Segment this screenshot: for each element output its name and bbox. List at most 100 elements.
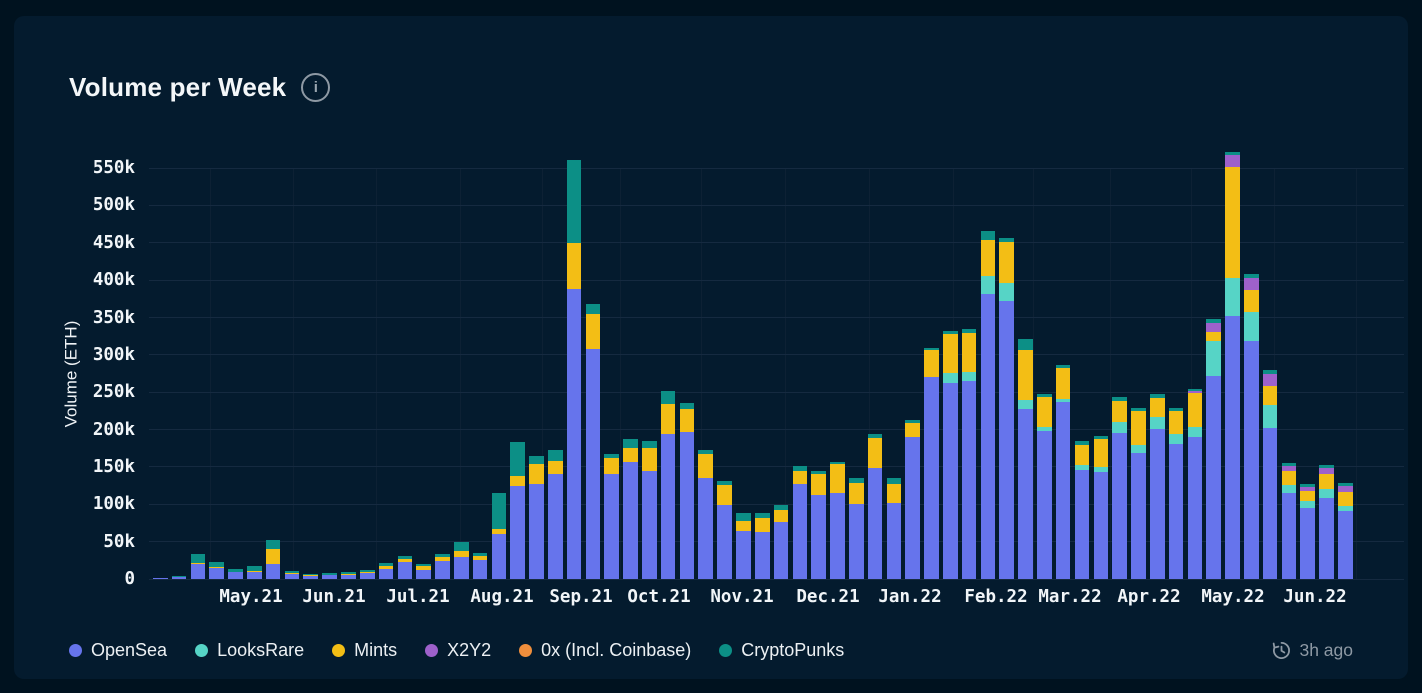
- bar-week-25[interactable]: [604, 454, 620, 579]
- bar-segment-mints: [228, 571, 243, 573]
- bar-segment-cryptopunks: [1168, 407, 1184, 411]
- bar-segment-mints: [1149, 398, 1165, 417]
- bar-week-56[interactable]: [1187, 389, 1203, 579]
- bar-week-59[interactable]: [1243, 274, 1259, 579]
- bar-week-19[interactable]: [491, 493, 507, 579]
- bar-week-38[interactable]: [848, 478, 864, 579]
- bar-week-5[interactable]: [228, 568, 243, 579]
- bar-week-15[interactable]: [416, 564, 431, 579]
- bar-week-24[interactable]: [585, 304, 601, 579]
- bar-week-61[interactable]: [1281, 463, 1297, 579]
- bar-week-1[interactable]: [153, 577, 168, 579]
- bar-week-20[interactable]: [510, 442, 525, 579]
- bar-week-53[interactable]: [1131, 407, 1146, 579]
- bar-week-28[interactable]: [660, 390, 676, 579]
- bar-week-12[interactable]: [359, 569, 375, 579]
- bar-week-29[interactable]: [679, 402, 695, 579]
- bar-week-21[interactable]: [529, 456, 544, 579]
- bar-week-51[interactable]: [1093, 435, 1109, 579]
- bar-segment-looksrare: [1243, 312, 1259, 342]
- bar-week-17[interactable]: [453, 542, 469, 579]
- plot-area: 0 50k 100k 150k 200k 250k 300k 350k 400k 450k 500k…: [93, 151, 1404, 607]
- bar-week-26[interactable]: [623, 439, 638, 579]
- legend-item-x2y2[interactable]: X2Y2: [425, 640, 491, 661]
- bar-week-39[interactable]: [867, 434, 883, 579]
- bar-segment-opensea: [623, 462, 638, 579]
- bar-week-36[interactable]: [811, 471, 826, 579]
- bar-week-47[interactable]: [1018, 339, 1033, 579]
- bar-week-55[interactable]: [1168, 407, 1184, 579]
- bar-segment-mints: [472, 555, 488, 561]
- bar-week-46[interactable]: [999, 237, 1015, 579]
- bar-segment-looksrare: [1338, 505, 1353, 511]
- bar-week-45[interactable]: [980, 230, 996, 579]
- bar-week-50[interactable]: [1074, 440, 1090, 579]
- bar-week-27[interactable]: [642, 440, 657, 579]
- legend-dot-opensea: [69, 643, 82, 657]
- bar-segment-looksrare: [1281, 484, 1297, 494]
- bar-week-11[interactable]: [341, 571, 356, 579]
- legend-label-opensea: OpenSea: [91, 639, 168, 660]
- bar-week-49[interactable]: [1055, 364, 1071, 579]
- bar-week-22[interactable]: [548, 449, 563, 579]
- legend-item-mints[interactable]: Mints: [332, 640, 397, 661]
- bar-week-35[interactable]: [792, 466, 808, 579]
- bar-week-3[interactable]: [190, 553, 206, 579]
- bar-week-7[interactable]: [265, 540, 281, 579]
- bar-week-32[interactable]: [736, 513, 751, 579]
- bar-week-57[interactable]: [1206, 318, 1221, 579]
- x-tick-label-jul-21: Jul.21: [386, 587, 450, 607]
- horizontal-gridline-0: [149, 578, 1404, 580]
- info-icon[interactable]: i: [301, 73, 331, 102]
- bar-week-40[interactable]: [886, 478, 902, 579]
- bar-week-41[interactable]: [905, 419, 920, 579]
- legend-item-looksrare[interactable]: LooksRare: [195, 640, 304, 661]
- bar-segment-mints: [265, 549, 281, 565]
- legend-item-cryptopunks[interactable]: CryptoPunks: [719, 640, 844, 661]
- legend-item-opensea[interactable]: OpenSea: [69, 640, 167, 661]
- bar-segment-cryptopunks: [999, 237, 1015, 242]
- bar-week-31[interactable]: [717, 481, 732, 579]
- bar-segment-opensea: [1093, 472, 1109, 579]
- bar-segment-cryptopunks: [453, 542, 469, 551]
- bar-week-18[interactable]: [472, 552, 488, 579]
- bar-week-37[interactable]: [830, 461, 845, 579]
- bar-week-64[interactable]: [1338, 483, 1353, 579]
- bar-week-30[interactable]: [698, 449, 714, 579]
- bar-week-63[interactable]: [1319, 465, 1334, 579]
- bar-week-43[interactable]: [943, 330, 958, 579]
- bar-week-23[interactable]: [566, 159, 582, 579]
- bar-segment-opensea: [980, 293, 996, 579]
- bar-week-52[interactable]: [1112, 396, 1127, 579]
- bar-segment-opensea: [341, 574, 356, 579]
- bar-week-33[interactable]: [754, 512, 770, 579]
- legend-item-0x-incl-coinbase[interactable]: 0x (Incl. Coinbase): [519, 640, 691, 661]
- bar-week-2[interactable]: [171, 576, 187, 579]
- bar-week-6[interactable]: [247, 566, 262, 579]
- bar-segment-mints: [792, 470, 808, 485]
- bar-week-54[interactable]: [1149, 394, 1165, 579]
- bar-week-60[interactable]: [1262, 369, 1278, 579]
- bar-segment-cryptopunks: [228, 568, 243, 572]
- bar-week-9[interactable]: [303, 573, 319, 579]
- bar-week-10[interactable]: [322, 572, 337, 579]
- bar-segment-opensea: [491, 534, 507, 579]
- bar-week-34[interactable]: [773, 505, 789, 579]
- bar-week-8[interactable]: [284, 570, 300, 579]
- bar-segment-x2y2: [1262, 373, 1278, 387]
- bar-week-48[interactable]: [1037, 394, 1052, 579]
- bar-week-42[interactable]: [924, 348, 939, 579]
- bar-week-14[interactable]: [397, 555, 413, 579]
- bar-week-58[interactable]: [1225, 151, 1240, 579]
- bar-segment-cryptopunks: [1206, 318, 1221, 323]
- bar-week-62[interactable]: [1300, 484, 1315, 579]
- bar-segment-x2y2: [1243, 277, 1259, 290]
- bar-segment-cryptopunks: [209, 561, 225, 568]
- bar-week-16[interactable]: [435, 553, 450, 579]
- bar-week-13[interactable]: [378, 563, 394, 579]
- bar-segment-x2y2: [1206, 322, 1221, 333]
- bar-week-44[interactable]: [961, 328, 977, 579]
- vertical-gridline: [785, 168, 786, 579]
- bar-week-4[interactable]: [209, 561, 225, 579]
- bar-segment-cryptopunks: [1243, 274, 1259, 278]
